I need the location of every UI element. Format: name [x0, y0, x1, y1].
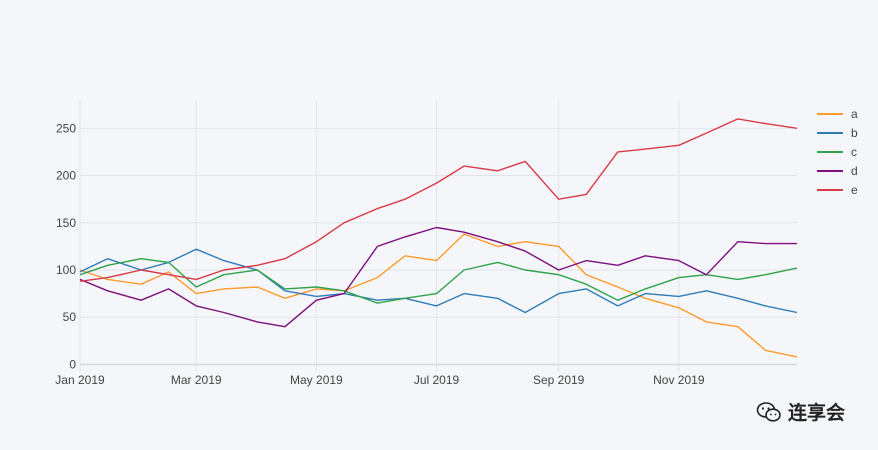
- y-tick-label: 0: [69, 357, 76, 371]
- y-tick-label: 100: [56, 263, 76, 277]
- x-tick-label: Jan 2019: [55, 373, 105, 387]
- series-line-a: [79, 233, 798, 358]
- y-tick-label: 200: [56, 169, 76, 183]
- series-line-e: [79, 118, 798, 282]
- y-tick-label: 50: [63, 310, 77, 324]
- legend-label: a: [851, 107, 858, 121]
- wechat-icon: [756, 401, 781, 422]
- legend-label: e: [851, 183, 858, 197]
- series-line-b: [79, 248, 798, 314]
- legend-label: b: [851, 126, 858, 140]
- x-tick-label: Jul 2019: [414, 373, 460, 387]
- x-tick-label: Sep 2019: [533, 373, 585, 387]
- watermark: 连享会: [756, 398, 845, 425]
- legend-item-c[interactable]: c: [817, 145, 857, 159]
- legend-item-a[interactable]: a: [817, 107, 858, 121]
- x-tick-label: May 2019: [290, 373, 343, 387]
- watermark-text: 连享会: [788, 402, 846, 424]
- x-tick-label: Nov 2019: [653, 373, 705, 387]
- x-axis-ticks: Jan 2019 Mar 2019 May 2019 Jul 2019 Sep 2019…: [55, 373, 705, 387]
- series-line-c: [79, 258, 798, 304]
- series-lines: [79, 118, 798, 358]
- y-axis-ticks: 0 50 100 150 200 250: [56, 121, 76, 371]
- y-tick-label: 150: [56, 216, 76, 230]
- legend-item-e[interactable]: e: [817, 183, 858, 197]
- legend-label: c: [851, 145, 857, 159]
- series-line-d: [79, 226, 797, 328]
- legend-item-b[interactable]: b: [817, 126, 858, 140]
- legend-item-d[interactable]: d: [817, 164, 858, 178]
- y-tick-label: 250: [56, 121, 76, 135]
- legend-label: d: [851, 164, 858, 178]
- x-tick-label: Mar 2019: [171, 373, 222, 387]
